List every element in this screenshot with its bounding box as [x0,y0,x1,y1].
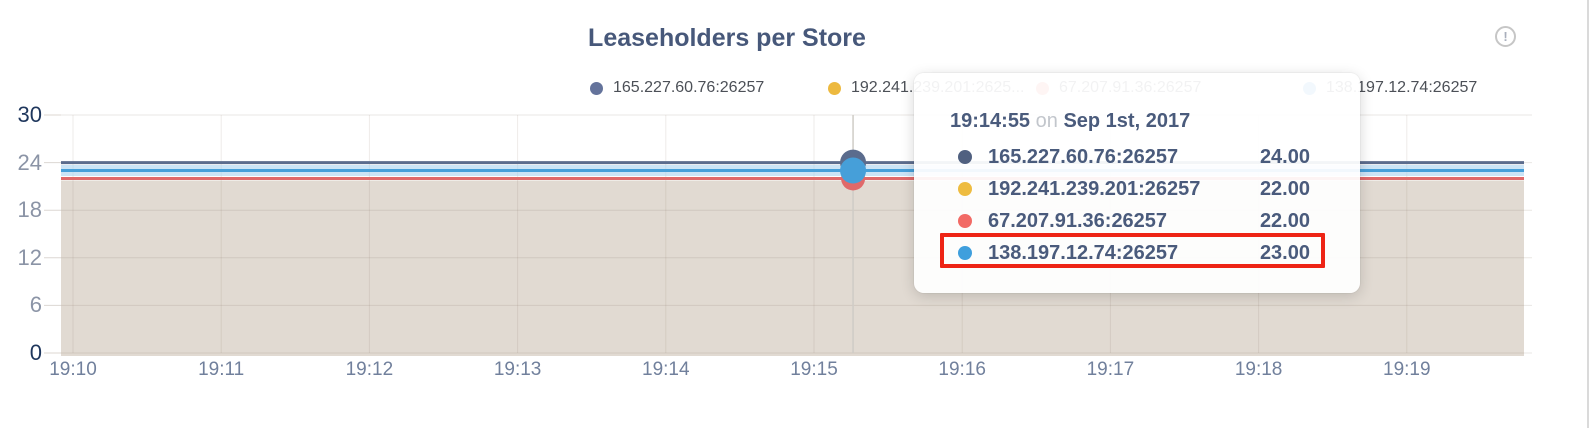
x-tick-label: 19:11 [198,359,245,380]
y-tick-label: 0 [29,340,42,365]
highlight-annotation-box [940,233,1325,268]
tooltip-series-value: 22.00 [1259,177,1310,200]
x-tick-label: 19:16 [938,359,986,380]
tooltip-series-label: 67.207.91.36:26257 [988,209,1168,232]
y-tick-label: 30 [17,102,42,127]
series-dot-icon [958,214,972,228]
y-tick-label: 18 [17,197,42,223]
y-tick-label: 24 [17,149,42,175]
legend-label: 165.227.60.76:26257 [613,79,765,96]
series-dot-icon [958,150,972,164]
tooltip-row: 67.207.91.36:26257 22.00 [958,205,1310,237]
series-dot-icon [958,246,972,260]
x-tick-label: 19:14 [642,359,690,380]
series-dot-icon [828,81,841,95]
tooltip-series-value: 22.00 [1259,209,1310,232]
legend-item-1[interactable]: 165.227.60.76:26257 [590,79,764,97]
x-tick-label: 19:10 [49,359,97,380]
tooltip-rows: 165.227.60.76:26257 24.00 192.241.239.20… [958,141,1310,269]
tooltip-row: 165.227.60.76:26257 24.00 [958,141,1310,173]
tooltip-series-label: 165.227.60.76:26257 [988,145,1179,168]
x-tick-label: 19:17 [1086,359,1135,380]
y-tick-label: 6 [29,292,42,318]
tooltip-series-value: 24.00 [1259,145,1310,168]
x-tick-label: 19:13 [493,359,542,380]
series-dot-icon [590,81,603,95]
tooltip-separator: on [1035,110,1058,132]
legend-label: 138.197.12.74:26257 [1326,79,1478,96]
chart-title: Leaseholders per Store [588,24,866,52]
tooltip-header: 19:14:55 on Sep 1st, 2017 [950,110,1190,133]
exclamation-glyph: ! [1503,29,1508,44]
x-tick-label: 19:15 [790,359,838,380]
hover-tooltip: 19:14:55 on Sep 1st, 2017 165.227.60.76:… [914,73,1360,293]
x-tick-label: 19:12 [345,359,394,380]
series-dot-icon [958,182,972,196]
y-tick-label: 12 [17,244,42,270]
tooltip-series-value: 23.00 [1259,241,1310,264]
x-tick-label: 19:19 [1383,359,1431,380]
tooltip-date: Sep 1st, 2017 [1063,110,1191,132]
tooltip-row: 138.197.12.74:26257 23.00 [958,237,1310,269]
info-icon[interactable]: ! [1495,26,1516,47]
panel-right-border [1587,0,1589,428]
tooltip-row: 192.241.239.201:26257 22.00 [958,173,1310,205]
tooltip-series-label: 138.197.12.74:26257 [988,241,1179,264]
tooltip-series-label: 192.241.239.201:26257 [988,177,1201,200]
x-tick-label: 19:18 [1234,359,1283,380]
tooltip-time: 19:14:55 [950,110,1031,132]
